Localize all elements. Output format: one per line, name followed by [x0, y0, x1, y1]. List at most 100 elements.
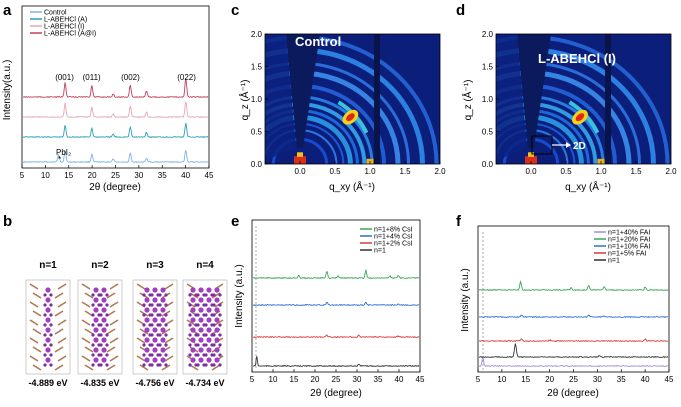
diffraction-spot-core — [346, 113, 355, 122]
series-line-n-1-4-csi — [252, 301, 420, 307]
halide-atom — [218, 353, 222, 357]
halide-atom — [99, 323, 103, 327]
peak-labels: (001) (011) (002) (022) — [55, 73, 196, 82]
organic-chain — [57, 301, 67, 308]
halide-atom — [188, 353, 192, 357]
halide-atom — [91, 333, 95, 337]
halide-atom — [91, 343, 95, 347]
halide-atom — [49, 343, 53, 347]
organic-chain — [164, 355, 174, 362]
lead-atom — [144, 317, 150, 323]
lead-atom — [152, 297, 158, 303]
halide-atom — [196, 333, 200, 337]
organic-chain — [139, 328, 149, 335]
unit-cell — [182, 279, 228, 375]
legend-label: n=1 — [608, 258, 620, 265]
halide-atom — [218, 303, 222, 307]
halide-atom — [49, 333, 53, 337]
giwaxs-map — [264, 33, 441, 165]
lead-atom — [190, 317, 196, 323]
lead-atom — [144, 347, 150, 353]
halide-atom — [218, 323, 222, 327]
panel-b: b n=1-4.889 eVn=2-4.835 eVn=3-4.756 eVn=… — [3, 213, 228, 388]
structure-label: n=3 — [146, 260, 164, 271]
halide-atom — [204, 293, 208, 297]
y-tick-label: 1.0 — [251, 95, 263, 104]
legend-label: n=1+5% FAI — [608, 251, 647, 258]
lead-atom — [101, 327, 107, 333]
halide-atom — [164, 353, 168, 357]
halide-atom — [218, 343, 222, 347]
x-tick-labels: 5 10 15 20 25 30 35 40 45 — [476, 369, 674, 384]
x-tick-label: 15 — [64, 171, 73, 180]
organic-chain — [29, 355, 39, 362]
organic-chain — [109, 283, 119, 290]
lead-atom — [144, 307, 150, 313]
lead-atom — [45, 317, 51, 323]
lead-atom — [190, 357, 196, 363]
series-line-l-abehcl-a- — [22, 122, 209, 139]
x-axis-label: 2θ (degree) — [310, 388, 362, 399]
lead-atom — [198, 327, 204, 333]
lead-atom — [214, 357, 220, 363]
y-tick-label: 0.0 — [482, 160, 494, 169]
organic-chain — [161, 364, 171, 371]
halide-atom — [150, 303, 154, 307]
organic-chain — [84, 292, 94, 299]
legend-label: n=1+40% FAI — [608, 230, 650, 237]
lead-atom — [45, 327, 51, 333]
x-tick-label: 30 — [134, 171, 143, 180]
lead-atom — [45, 357, 51, 363]
map-title: L-ABEHCl (I) — [538, 51, 616, 66]
x-tick-label: 25 — [111, 171, 120, 180]
lead-atom — [198, 347, 204, 353]
halide-atom — [196, 303, 200, 307]
lead-atom — [198, 337, 204, 343]
organic-chain — [106, 328, 116, 335]
specular-spot — [294, 156, 306, 164]
halide-atom — [164, 363, 168, 367]
lead-atom — [214, 297, 220, 303]
organic-chain — [84, 346, 94, 353]
halide-atom — [188, 363, 192, 367]
organic-chain — [29, 337, 39, 344]
x-tick-label: 1.0 — [595, 167, 607, 176]
organic-chain — [81, 283, 91, 290]
lead-atom — [144, 337, 150, 343]
lead-atom — [45, 297, 51, 303]
lead-atom — [152, 327, 158, 333]
organic-chain — [84, 364, 94, 371]
x-tick-label: 0.0 — [525, 167, 537, 176]
halide-atom — [99, 353, 103, 357]
lead-atom — [214, 347, 220, 353]
legend-label: Control — [44, 10, 67, 17]
missing-wedge — [517, 34, 551, 148]
lead-atom — [160, 357, 166, 363]
x-axis-label: 2θ (degree) — [547, 388, 599, 399]
organic-chain — [54, 346, 64, 353]
dark-region — [496, 34, 527, 161]
lead-atom — [101, 347, 107, 353]
series-line-n-1-40-fai — [478, 356, 669, 368]
x-tick-label: 20 — [545, 375, 554, 384]
x-tick-label: 15 — [290, 375, 299, 384]
panel-letter-d: d — [456, 2, 465, 19]
lead-atom — [198, 287, 204, 293]
organic-chain — [81, 301, 91, 308]
y-axis-label: q_z (Å⁻¹) — [238, 80, 251, 121]
x-tick-label: 45 — [205, 171, 214, 180]
organic-chain — [136, 283, 146, 290]
halide-atom — [158, 343, 162, 347]
specular-spot — [525, 156, 537, 164]
y-tick-label: 1.5 — [251, 63, 263, 72]
halide-atom — [204, 303, 208, 307]
legend-label: n=1+4% CsI — [374, 234, 413, 241]
halide-atom — [212, 353, 216, 357]
specular-spot-top — [297, 152, 303, 157]
structure-label: n=2 — [91, 260, 109, 271]
structure-label: n=1 — [39, 260, 57, 271]
halide-atom — [188, 293, 192, 297]
halide-atom — [212, 343, 216, 347]
peak-label: (002) — [121, 73, 140, 82]
